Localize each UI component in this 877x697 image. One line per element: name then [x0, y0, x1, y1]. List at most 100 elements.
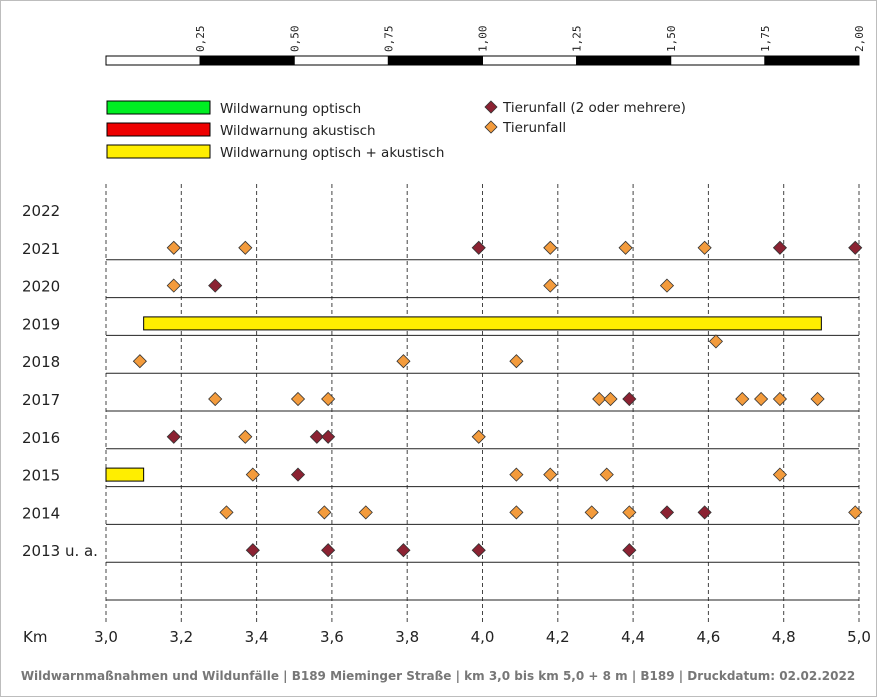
accident-point — [238, 240, 253, 255]
km-tick-label: 3,6 — [320, 628, 344, 646]
year-label: 2013 u. a. — [22, 542, 98, 560]
km-tick-label: 4,6 — [696, 628, 720, 646]
year-label: 2018 — [22, 353, 60, 371]
legend-label: Tierunfall (2 oder mehrere) — [502, 100, 686, 116]
accident-point — [772, 467, 788, 482]
accident-point — [245, 467, 260, 482]
accident-point — [584, 505, 599, 520]
accident-point — [396, 354, 411, 369]
accident-point — [321, 429, 336, 444]
scale-label: 1,00 — [477, 26, 490, 53]
year-labels: 2022 2021 2020 2019 2018 2017 2016 2015 2014 2013… — [22, 202, 98, 560]
year-label: 2019 — [22, 315, 60, 333]
year-label: 2016 — [22, 429, 60, 447]
legend-label: Tierunfall — [502, 120, 566, 136]
km-tick-label: 3,4 — [245, 628, 269, 646]
warning-bars — [105, 316, 822, 482]
accident-point — [290, 391, 306, 407]
accident-point — [697, 240, 712, 255]
legend-swatch — [106, 144, 211, 159]
legend-marker — [484, 100, 498, 114]
accident-point — [509, 505, 524, 520]
accident-point — [132, 354, 147, 369]
accident-point — [697, 505, 712, 520]
scale-label: 1,75 — [759, 26, 772, 53]
accident-point — [245, 543, 260, 558]
km-tick-labels: 3,0 3,2 3,4 3,6 3,8 4,0 4,2 4,4 4,6 4,8 5,0 — [94, 628, 871, 646]
accident-point — [358, 505, 373, 520]
accident-point — [509, 467, 524, 482]
accident-point — [471, 543, 486, 558]
accident-point — [543, 240, 558, 255]
year-label: 2021 — [22, 240, 60, 258]
scale-segment — [293, 55, 389, 66]
accident-point — [317, 505, 332, 520]
legend-swatch — [106, 100, 211, 115]
accident-point — [708, 334, 723, 349]
accident-points — [132, 240, 863, 558]
scale-segment — [764, 55, 860, 66]
km-tick-label: 3,8 — [395, 628, 419, 646]
km-tick-label: 4,2 — [546, 628, 570, 646]
scale-label: 0,50 — [288, 26, 301, 53]
accident-point — [772, 391, 788, 407]
accident-point — [603, 391, 618, 407]
accident-point — [622, 543, 637, 558]
accident-point — [166, 429, 181, 444]
km-tick-label: 4,4 — [621, 628, 645, 646]
legend-swatch — [106, 122, 211, 137]
accident-point — [772, 240, 788, 255]
year-label: 2015 — [22, 467, 60, 485]
accident-point — [659, 278, 675, 293]
legend: Wildwarnung optisch Wildwarnung akustisch… — [106, 100, 686, 161]
accident-point — [238, 429, 253, 444]
km-tick-label: 4,0 — [471, 628, 495, 646]
accident-point — [166, 278, 181, 293]
accident-point — [622, 505, 637, 520]
accident-point — [592, 391, 607, 407]
accident-point — [471, 240, 486, 255]
year-label: 2017 — [22, 391, 60, 409]
scale-segment — [105, 55, 201, 66]
year-label: 2022 — [22, 202, 60, 220]
scale-segment — [199, 55, 295, 66]
warning-bar — [105, 467, 145, 482]
km-tick-label: 3,2 — [169, 628, 193, 646]
accident-point — [618, 240, 633, 255]
accident-point — [754, 391, 769, 407]
year-label: 2020 — [22, 278, 60, 296]
accident-point — [622, 391, 637, 407]
warning-bar — [143, 316, 822, 331]
scale-label: 0,75 — [382, 26, 395, 53]
accident-point — [848, 240, 863, 255]
accident-point — [290, 467, 306, 482]
legend-label: Wildwarnung optisch + akustisch — [220, 145, 444, 161]
scale-label: 1,50 — [665, 26, 678, 53]
accident-point — [396, 543, 411, 558]
accident-point — [219, 505, 234, 520]
scale-bar: 0,25 0,50 0,75 1,00 1,25 1,50 1,75 2,00 — [105, 26, 866, 66]
scale-segment — [482, 55, 578, 66]
accident-point — [208, 391, 223, 407]
scale-segment — [387, 55, 483, 66]
accident-point — [810, 391, 825, 407]
km-tick-label: 3,0 — [94, 628, 118, 646]
legend-marker — [484, 120, 498, 134]
accident-point — [509, 354, 524, 369]
accident-point — [599, 467, 614, 482]
accident-point — [166, 240, 181, 255]
accident-point — [471, 429, 486, 444]
accident-point — [735, 391, 750, 407]
accident-point — [321, 543, 336, 558]
chart-grid — [105, 184, 860, 624]
accident-point — [543, 278, 558, 293]
accident-point — [208, 278, 223, 293]
scale-segment — [576, 55, 672, 66]
footer-caption: Wildwarnmaßnahmen und Wildunfälle | B189… — [21, 669, 855, 683]
scale-label: 2,00 — [853, 26, 866, 53]
scale-segment — [670, 55, 766, 66]
km-unit-label: Km — [23, 628, 47, 646]
accident-point — [848, 505, 863, 520]
km-tick-label: 5,0 — [847, 628, 871, 646]
